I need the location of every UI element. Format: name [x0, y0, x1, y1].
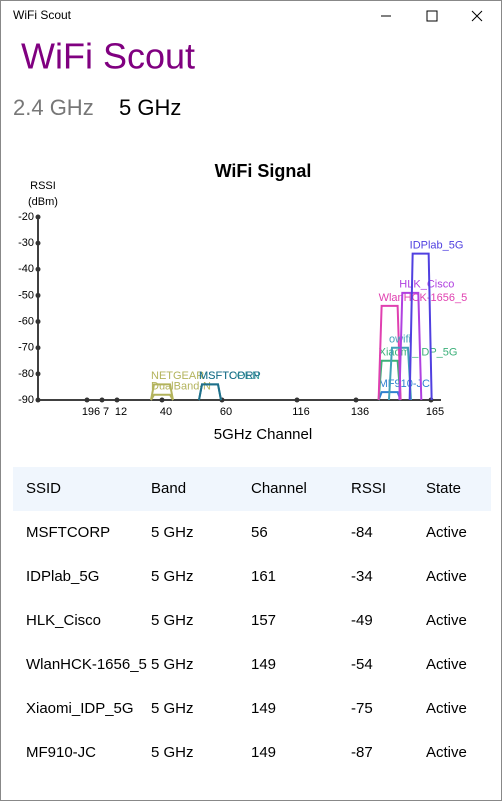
table-cell: -54 — [351, 656, 373, 673]
table-cell: 161 — [251, 568, 276, 585]
y-tick-label: -90 — [18, 394, 34, 406]
x-tick — [99, 397, 105, 403]
signal-trace — [398, 291, 423, 401]
x-tick-label: 12 — [115, 406, 127, 418]
signal-trace — [408, 252, 433, 401]
table-cell: WlanHCK-1656_5 — [26, 656, 147, 673]
x-tick-label: 196 — [82, 406, 100, 418]
signal-label: IDPlab_5G — [410, 240, 464, 252]
table-cell: -87 — [351, 744, 373, 761]
signal-label: DualBand-N — [151, 381, 211, 393]
chart-title: WiFi Signal — [215, 161, 312, 181]
y-tick-label: -30 — [18, 237, 34, 249]
y-tick — [35, 266, 41, 272]
signal-label: MF910-JC — [379, 378, 430, 390]
y-tick-label: -40 — [18, 263, 34, 275]
y-tick — [35, 214, 41, 220]
y-axis-label: (dBm) — [28, 196, 58, 208]
table-cell: -34 — [351, 568, 373, 585]
x-tick — [159, 397, 165, 403]
signal-trace — [198, 383, 222, 401]
table-cell: Active — [426, 744, 467, 761]
x-tick — [114, 397, 120, 403]
y-tick-label: -60 — [18, 315, 34, 327]
table-cell: -75 — [351, 700, 373, 717]
x-tick — [84, 397, 90, 403]
x-axis-label: 5GHz Channel — [214, 426, 312, 443]
y-tick — [35, 319, 41, 325]
table-cell: 5 GHz — [151, 744, 194, 761]
table-cell: 149 — [251, 700, 276, 717]
y-tick-label: -80 — [18, 368, 34, 380]
x-tick — [294, 397, 300, 403]
y-tick-label: -70 — [18, 342, 34, 354]
signal-trace — [377, 304, 402, 401]
app-title: WiFi Scout — [21, 36, 195, 77]
signal-label: NETGEAR — [151, 370, 204, 382]
table-cell: 5 GHz — [151, 700, 194, 717]
table-cell: Xiaomi_IDP_5G — [26, 700, 134, 717]
y-tick — [35, 345, 41, 351]
x-tick — [353, 397, 359, 403]
table-header: SSID — [26, 480, 61, 497]
table-cell: -84 — [351, 524, 373, 541]
table-cell: MF910-JC — [26, 744, 96, 761]
tab[interactable]: 5 GHz — [119, 95, 181, 120]
close-button[interactable] — [471, 10, 483, 22]
table-cell: 149 — [251, 656, 276, 673]
signal-label: HLK_Cisco — [399, 279, 454, 291]
x-tick-label: 40 — [160, 406, 172, 418]
table-cell: 5 GHz — [151, 568, 194, 585]
maximize-button[interactable] — [426, 10, 438, 22]
y-axis-label: RSSI — [30, 180, 56, 192]
signal-label: owifi — [389, 334, 411, 346]
y-tick — [35, 240, 41, 246]
window-title: WiFi Scout — [13, 8, 72, 22]
table-cell: MSFTCORP — [26, 524, 110, 541]
x-tick-label: 60 — [220, 406, 232, 418]
x-tick-label: 116 — [292, 406, 310, 418]
table-cell: Active — [426, 656, 467, 673]
table-cell: 5 GHz — [151, 656, 194, 673]
table-header: RSSI — [351, 480, 386, 497]
tab[interactable]: 2.4 GHz — [13, 95, 94, 120]
y-tick — [35, 292, 41, 298]
table-cell: IDPlab_5G — [26, 568, 99, 585]
signal-trace — [150, 393, 174, 401]
table-cell: 149 — [251, 744, 276, 761]
y-tick-label: -20 — [18, 211, 34, 223]
y-tick — [35, 397, 41, 403]
table-cell: Active — [426, 612, 467, 629]
table-cell: 56 — [251, 524, 268, 541]
table-cell: Active — [426, 700, 467, 717]
x-tick-label: 165 — [426, 406, 444, 418]
y-tick-label: -50 — [18, 289, 34, 301]
table-cell: 5 GHz — [151, 524, 194, 541]
signal-label: WlanHCK-1656_5 — [379, 292, 468, 304]
table-cell: 5 GHz — [151, 612, 194, 629]
x-tick-label: 7 — [103, 406, 109, 418]
signal-trace — [150, 383, 174, 401]
table-cell: -49 — [351, 612, 373, 629]
x-tick-label: 136 — [351, 406, 369, 418]
table-header-bg — [13, 467, 491, 511]
table-header: Band — [151, 480, 186, 497]
table-header: State — [426, 480, 461, 497]
table-cell: Active — [426, 568, 467, 585]
table-header: Channel — [251, 480, 307, 497]
table-cell: Active — [426, 524, 467, 541]
table-cell: HLK_Cisco — [26, 612, 101, 629]
signal-label: MSFTCORP — [199, 370, 261, 382]
table-cell: 157 — [251, 612, 276, 629]
y-tick — [35, 371, 41, 377]
signal-label: MSFTOPEN — [199, 370, 260, 382]
